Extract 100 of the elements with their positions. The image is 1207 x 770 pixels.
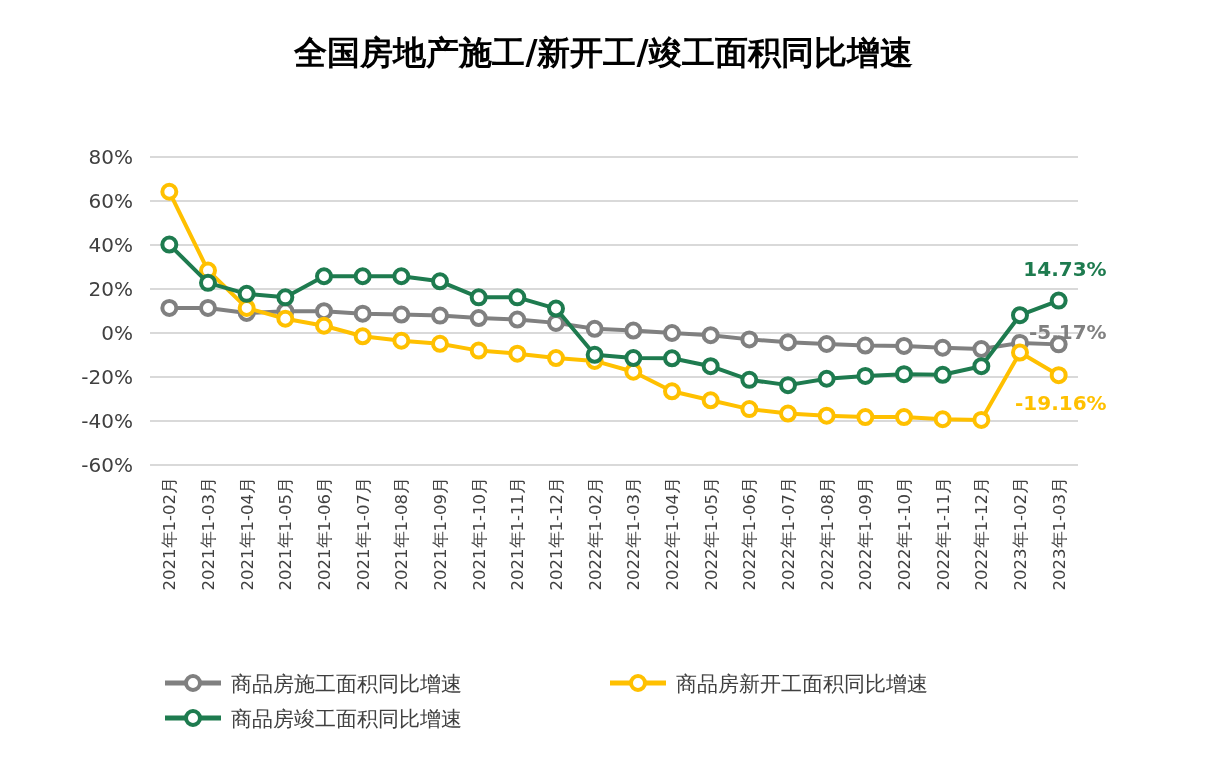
point <box>779 333 797 352</box>
point <box>856 366 875 385</box>
legend-label: 商品房竣工面积同比增速 <box>231 707 462 731</box>
point <box>701 326 720 345</box>
point <box>508 344 527 363</box>
point <box>663 324 681 342</box>
y-tick-label: -20% <box>81 365 133 389</box>
x-tick-label: 2021年1-09月 <box>431 477 450 591</box>
x-tick-label: 2021年1-04月 <box>237 477 257 591</box>
point <box>740 370 759 389</box>
x-tick-label: 2022年1-07月 <box>779 477 798 591</box>
point <box>972 340 991 359</box>
point <box>353 267 372 286</box>
point <box>1011 306 1029 325</box>
point <box>1049 366 1068 385</box>
y-tick-label: -60% <box>81 453 133 477</box>
point <box>972 410 991 429</box>
point <box>160 298 179 317</box>
point <box>895 336 913 355</box>
point <box>508 310 527 329</box>
x-tick-label: 2022年1-11月 <box>933 477 953 591</box>
point <box>276 288 295 307</box>
point <box>740 330 759 349</box>
point <box>701 357 720 376</box>
point <box>392 331 411 350</box>
point <box>315 267 333 286</box>
data-label: -19.16% <box>1015 391 1107 416</box>
x-tick-label: 2022年1-09月 <box>856 477 876 591</box>
point <box>199 273 217 292</box>
point <box>392 305 411 324</box>
x-tick-label: 2021年1-05月 <box>276 477 296 591</box>
point <box>469 309 488 328</box>
point <box>237 284 256 303</box>
point <box>624 349 643 368</box>
point <box>740 400 759 419</box>
x-tick-label: 2022年1-05月 <box>701 477 721 591</box>
point <box>315 302 333 321</box>
x-tick-label: 2022年1-10月 <box>895 477 914 591</box>
x-tick-label: 2021年1-03月 <box>199 477 218 591</box>
point <box>160 235 179 254</box>
point <box>431 272 449 291</box>
point <box>315 316 333 335</box>
y-tick-label: 0% <box>101 321 133 345</box>
x-tick-label: 2021年1-11月 <box>508 477 528 591</box>
x-tick-label: 2022年1-04月 <box>663 477 682 591</box>
x-tick-label: 2022年1-06月 <box>740 477 760 591</box>
point <box>1049 291 1068 310</box>
legend-label: 商品房新开工面积同比增速 <box>676 672 928 696</box>
point <box>392 267 411 286</box>
x-tick-label: 2022年1-08月 <box>817 477 837 591</box>
point <box>547 349 565 368</box>
point <box>817 335 836 353</box>
chart-title: 全国房地产施工/新开工/竣工面积同比增速 <box>293 33 913 72</box>
x-tick-label: 2023年1-03月 <box>1049 477 1069 591</box>
point <box>856 336 875 355</box>
point <box>160 182 179 201</box>
x-tick-label: 2021年1-10月 <box>469 477 489 591</box>
point <box>547 299 565 318</box>
data-label: 14.73% <box>1023 256 1107 281</box>
point <box>663 349 681 368</box>
point <box>624 321 643 340</box>
point <box>817 369 836 388</box>
y-tick-label: -40% <box>81 409 133 433</box>
point <box>933 410 952 429</box>
point <box>199 298 217 317</box>
y-tick-label: 40% <box>88 233 133 257</box>
point <box>895 408 913 427</box>
point <box>933 338 952 357</box>
point <box>856 408 875 427</box>
y-tick-label: 80% <box>88 145 133 169</box>
x-tick-label: 2021年1-02月 <box>160 477 180 591</box>
x-tick-label: 2022年1-02月 <box>585 477 605 591</box>
point <box>895 365 913 384</box>
point <box>933 365 952 384</box>
x-tick-label: 2022年1-03月 <box>624 477 644 591</box>
x-tick-label: 2023年1-02月 <box>1011 477 1030 591</box>
point <box>663 382 681 401</box>
y-tick-label: 60% <box>88 189 133 213</box>
x-tick-label: 2021年1-12月 <box>547 477 566 591</box>
y-tick-label: 20% <box>88 277 133 301</box>
point <box>276 309 295 328</box>
point <box>353 327 372 346</box>
point <box>779 376 797 395</box>
point <box>469 288 488 307</box>
x-tick-label: 2021年1-06月 <box>315 477 334 591</box>
point <box>469 341 488 360</box>
legend-label: 商品房施工面积同比增速 <box>231 672 462 696</box>
point <box>585 345 604 364</box>
point <box>431 306 449 325</box>
x-tick-label: 2021年1-07月 <box>353 477 373 591</box>
point <box>353 304 372 323</box>
point <box>1011 343 1029 362</box>
point <box>779 404 797 423</box>
data-label: -5.17% <box>1028 320 1107 345</box>
point <box>508 288 527 307</box>
point <box>972 357 991 376</box>
point <box>585 319 604 338</box>
x-tick-label: 2022年1-12月 <box>972 477 992 591</box>
point <box>431 334 449 353</box>
x-tick-label: 2021年1-08月 <box>392 477 412 591</box>
